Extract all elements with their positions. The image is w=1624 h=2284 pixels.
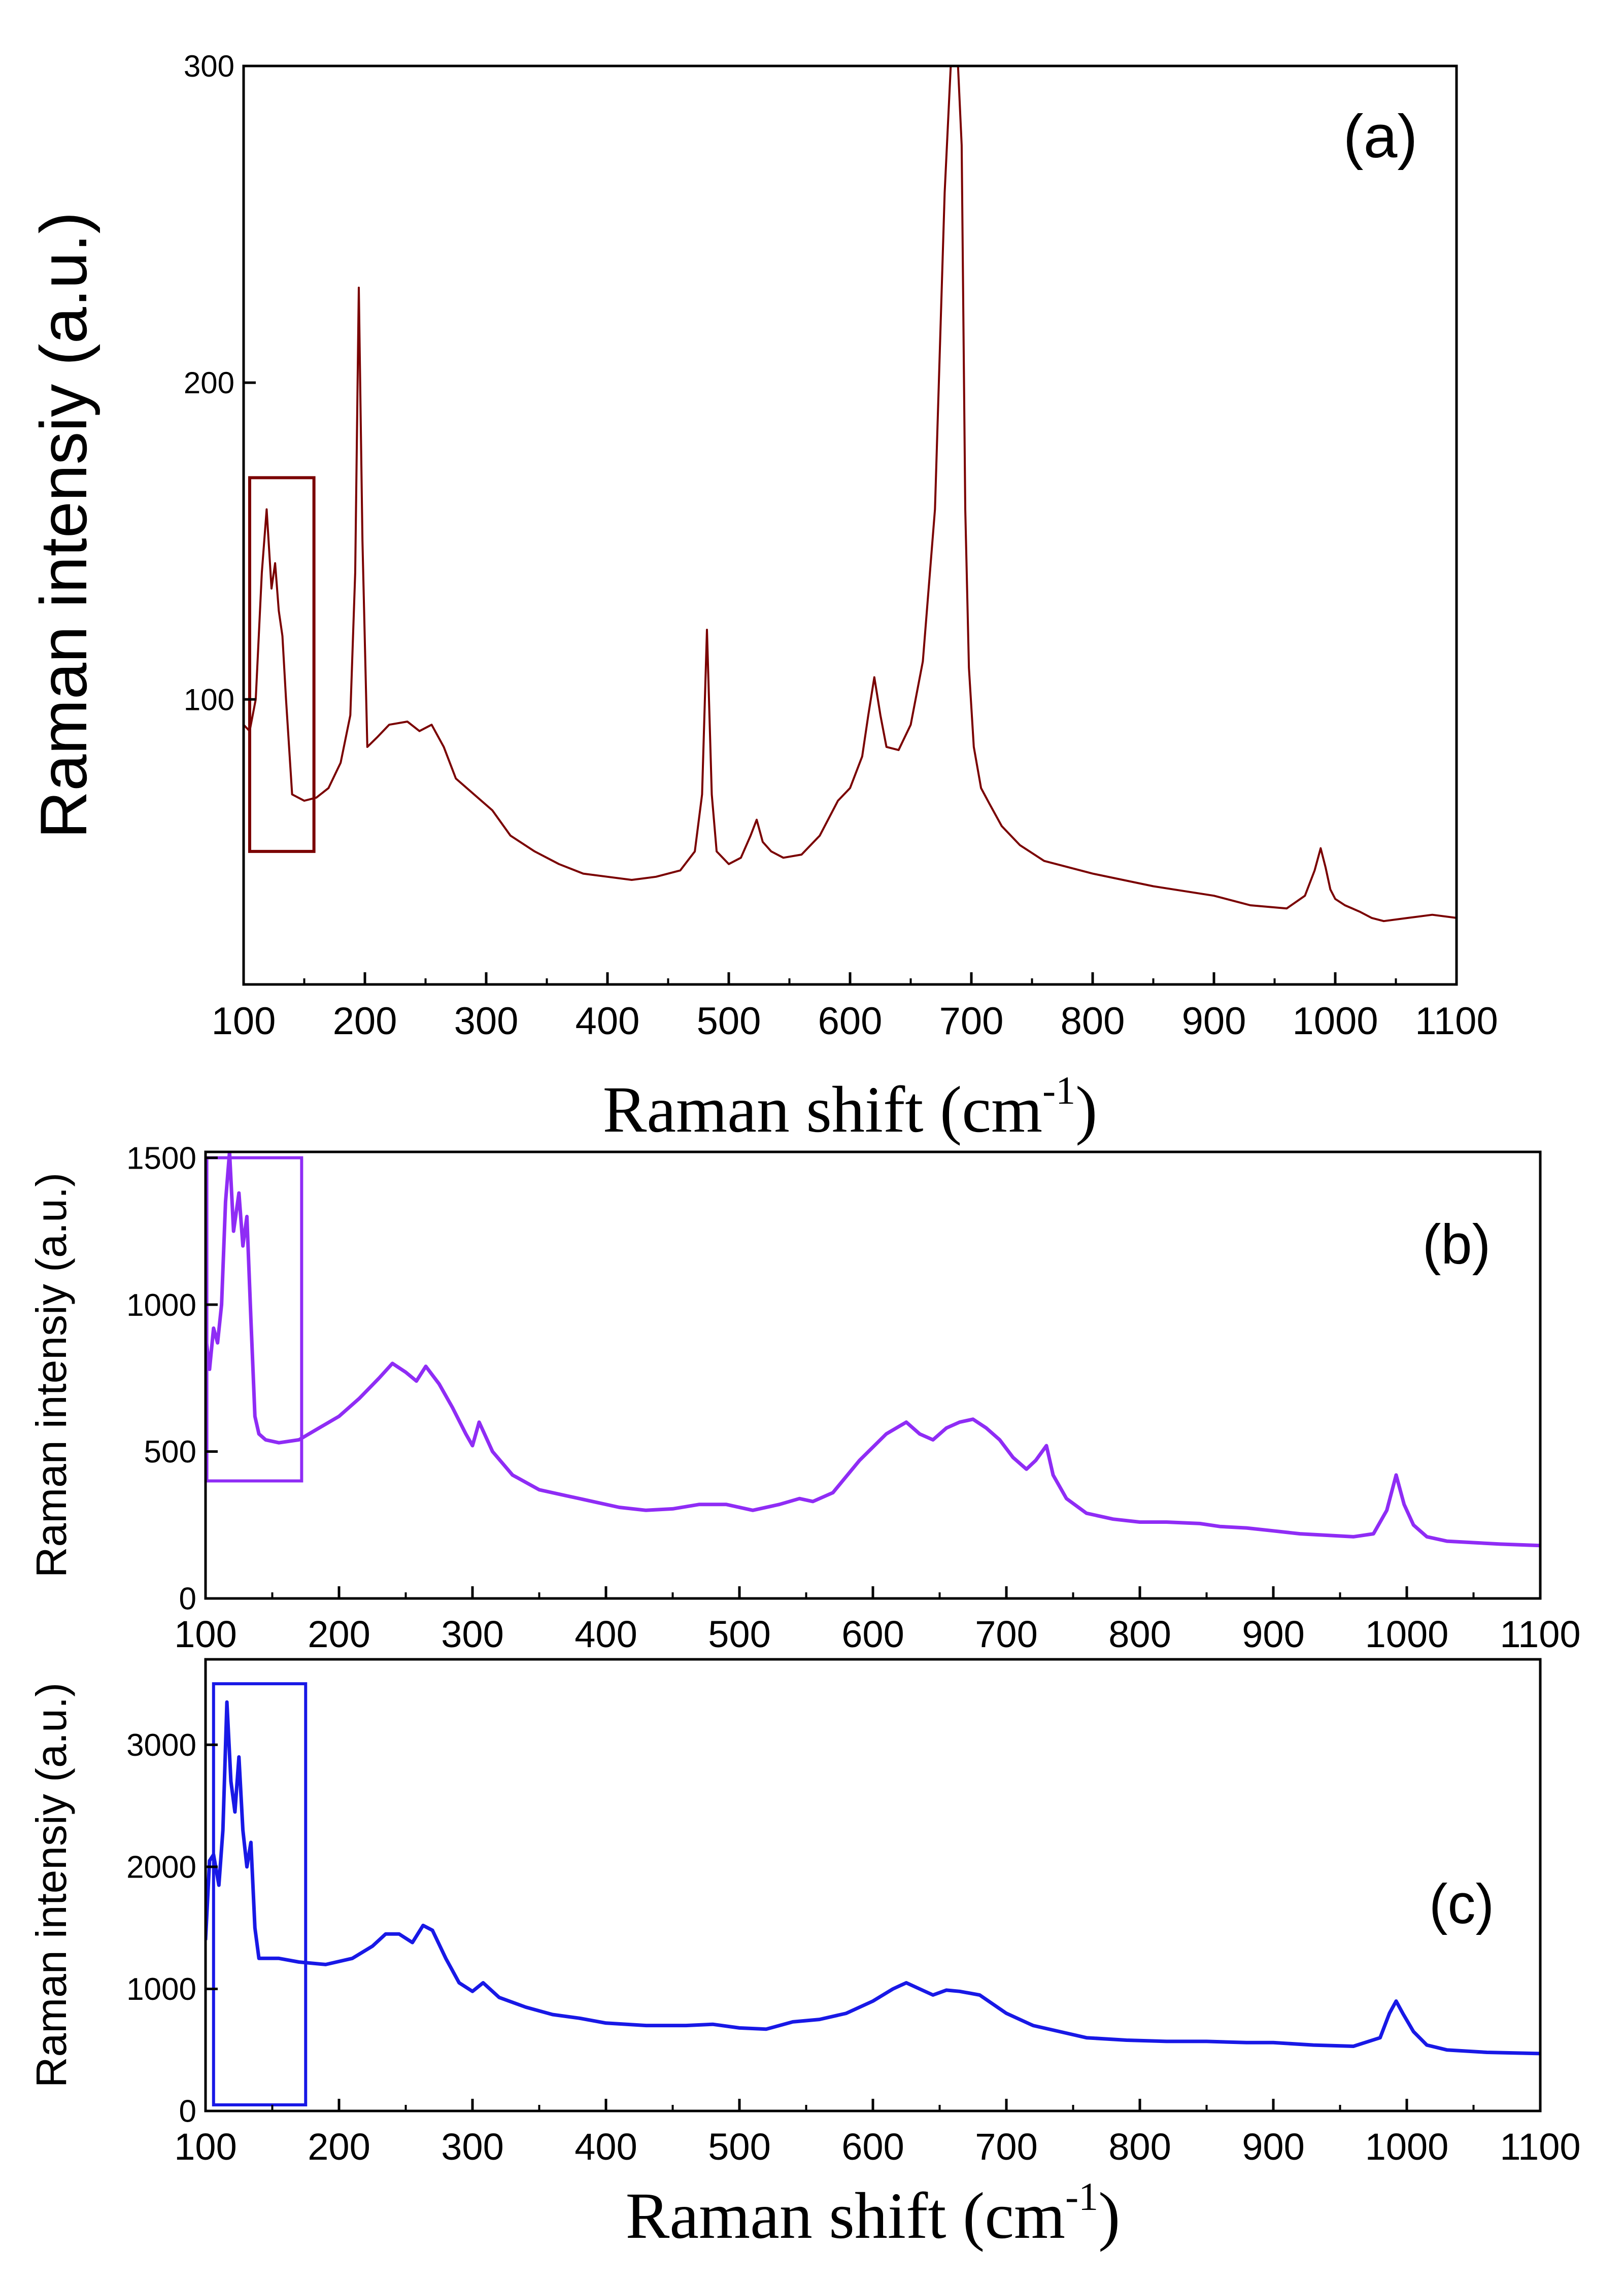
x-tick-label: 200 — [308, 2126, 370, 2168]
y-tick-label: 3000 — [126, 1728, 196, 1763]
x-tick-label: 700 — [975, 1613, 1037, 1655]
x-tick-label: 1100 — [1415, 1000, 1498, 1043]
x-tick-label: 300 — [441, 1613, 503, 1655]
chart-panel-0: 100 200 300 400 500 600 700 800 900 1000 1100 100 20… — [26, 49, 1498, 1146]
x-tick-label: 100 — [174, 2126, 236, 2168]
x-tick-label: 200 — [333, 1000, 397, 1043]
x-tick-label: 1000 — [1365, 2126, 1449, 2168]
y-tick-label: 0 — [179, 1582, 196, 1617]
y-tick-label: 2000 — [126, 1850, 196, 1885]
x-tick-label: 400 — [574, 1613, 637, 1655]
x-tick-label: 700 — [975, 2126, 1037, 2168]
y-tick-label: 300 — [184, 49, 234, 83]
highlight-box — [205, 1156, 303, 1483]
y-tick-label: 1500 — [126, 1141, 196, 1176]
y-tick-label: 1000 — [126, 1972, 196, 2007]
chart-panel-1: 100 200 300 400 500 600 700 800 900 1000 1100 0 500 1… — [27, 1141, 1581, 1655]
x-tick-label: 900 — [1182, 1000, 1246, 1043]
x-tick-label: 800 — [1108, 2126, 1171, 2168]
x-tick-label: 800 — [1061, 1000, 1125, 1043]
x-axis-label-close: ) — [1098, 2179, 1120, 2253]
x-tick-label: 400 — [576, 1000, 640, 1043]
x-tick-label: 600 — [841, 2126, 904, 2168]
series-line — [206, 1700, 1540, 2056]
x-axis-label-sup: -1 — [1042, 1068, 1075, 1112]
x-axis-label-main: Raman shift (cm — [603, 1073, 1042, 1146]
x-tick-label: 1000 — [1292, 1000, 1378, 1043]
x-tick-label: 300 — [441, 2126, 503, 2168]
x-tick-label: 900 — [1242, 1613, 1304, 1655]
x-tick-label: 800 — [1108, 1613, 1171, 1655]
plot-frame — [204, 1658, 1542, 2112]
panel-label: (a) — [1343, 103, 1418, 171]
highlight-box — [248, 476, 316, 853]
chart-panel-2: 100 200 300 400 500 600 700 800 900 1000 1100 0 1000… — [27, 1658, 1581, 2253]
x-tick-label: 900 — [1242, 2126, 1304, 2168]
y-tick-label: 1000 — [126, 1288, 196, 1323]
x-tick-label: 500 — [708, 1613, 770, 1655]
x-tick-label: 200 — [308, 1613, 370, 1655]
x-axis-label: Raman shift (cm-1) — [626, 2174, 1121, 2253]
y-axis-label: Raman intensiy (a.u.) — [27, 1683, 75, 2088]
plot-frame — [204, 1150, 1542, 1600]
x-tick-label: 300 — [454, 1000, 519, 1043]
x-tick-label: 600 — [818, 1000, 883, 1043]
series-line — [206, 1152, 1540, 1548]
y-tick-label: 100 — [184, 683, 234, 717]
plot-frame — [242, 64, 1458, 986]
x-tick-label: 600 — [841, 1613, 904, 1655]
x-tick-label: 500 — [708, 2126, 770, 2168]
series-line — [244, 66, 1457, 923]
y-axis-label: Raman intensiy (a.u.) — [27, 1173, 75, 1578]
panel-label: (c) — [1429, 1873, 1494, 1935]
x-tick-label: 1100 — [1500, 1613, 1580, 1655]
x-tick-label: 1000 — [1365, 1613, 1449, 1655]
y-tick-label: 500 — [144, 1435, 196, 1470]
x-tick-label: 500 — [697, 1000, 761, 1043]
y-tick-label: 0 — [179, 2094, 196, 2129]
x-tick-label: 1100 — [1500, 2126, 1580, 2168]
x-axis-label-close: ) — [1075, 1073, 1097, 1146]
y-axis-label: Raman intensiy (a.u.) — [26, 212, 100, 839]
x-axis-label-main: Raman shift (cm — [626, 2179, 1065, 2253]
x-axis-label: Raman shift (cm-1) — [603, 1068, 1098, 1146]
y-tick-label: 200 — [184, 366, 234, 400]
panel-label: (b) — [1423, 1213, 1491, 1276]
x-tick-label: 700 — [939, 1000, 1004, 1043]
x-tick-label: 100 — [212, 1000, 276, 1043]
highlight-box — [212, 1682, 308, 2106]
x-tick-label: 100 — [174, 1613, 236, 1655]
x-axis-label-sup: -1 — [1065, 2174, 1098, 2219]
x-tick-label: 400 — [574, 2126, 637, 2168]
